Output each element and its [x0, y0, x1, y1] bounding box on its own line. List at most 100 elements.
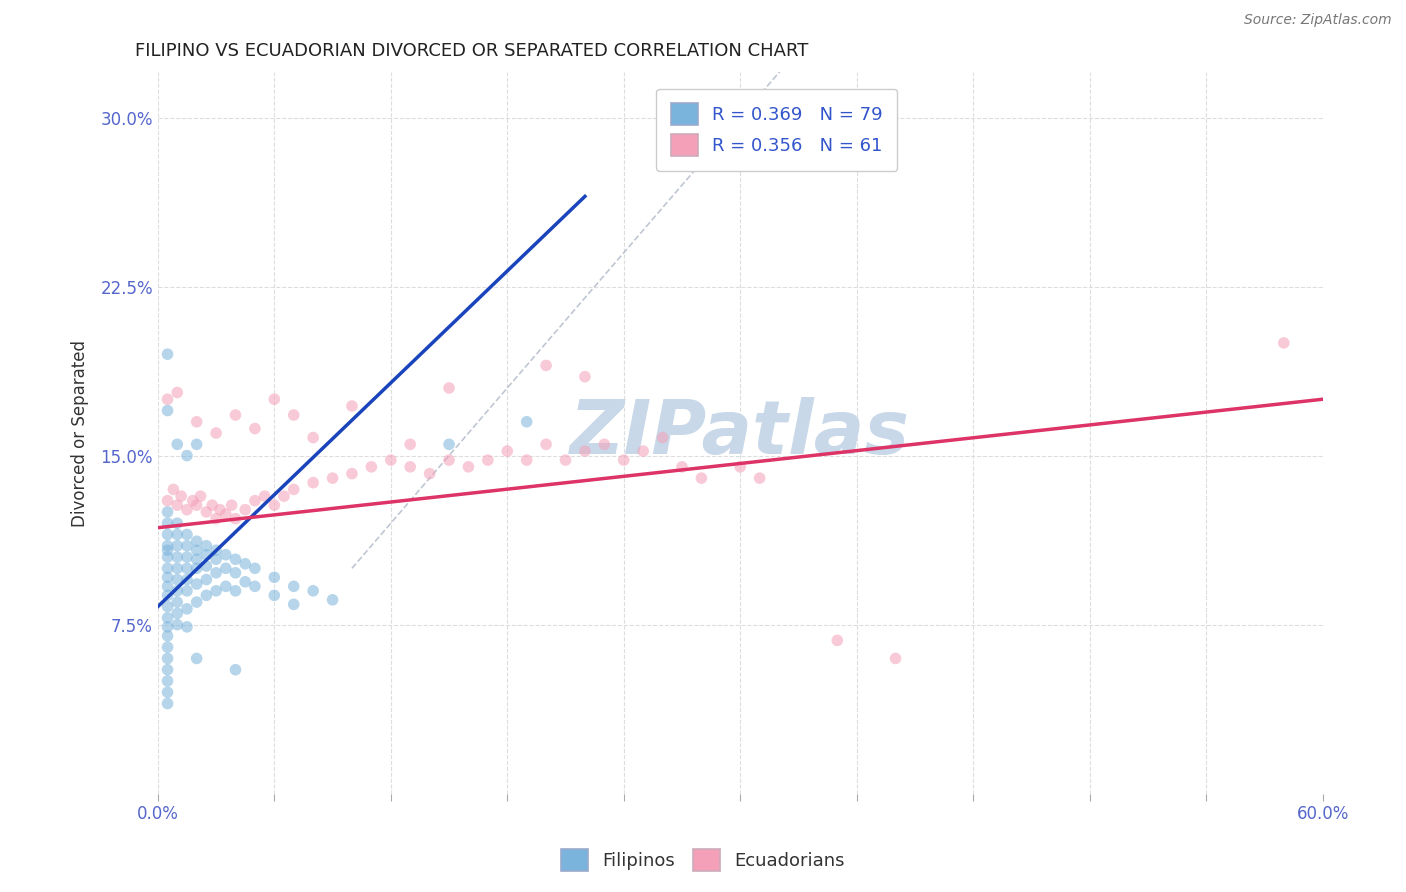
Text: FILIPINO VS ECUADORIAN DIVORCED OR SEPARATED CORRELATION CHART: FILIPINO VS ECUADORIAN DIVORCED OR SEPAR… — [135, 42, 808, 60]
Point — [176, 620, 198, 634]
Point — [496, 444, 519, 458]
Point — [156, 392, 179, 407]
Point — [253, 489, 276, 503]
Point — [156, 539, 179, 553]
Point — [208, 502, 231, 516]
Point — [156, 685, 179, 699]
Point — [176, 449, 198, 463]
Point — [437, 453, 460, 467]
Point — [176, 602, 198, 616]
Point — [477, 453, 499, 467]
Point — [302, 583, 325, 598]
Point — [437, 437, 460, 451]
Point — [186, 534, 208, 549]
Point — [156, 493, 179, 508]
Point — [215, 548, 238, 562]
Point — [176, 539, 198, 553]
Point — [224, 663, 246, 677]
Point — [166, 583, 188, 598]
Point — [166, 539, 188, 553]
Point — [224, 566, 246, 580]
Point — [156, 620, 179, 634]
Point — [195, 505, 218, 519]
Point — [827, 633, 849, 648]
Point — [186, 415, 208, 429]
Point — [215, 579, 238, 593]
Point — [195, 539, 218, 553]
Point — [156, 403, 179, 417]
Point — [205, 583, 228, 598]
Y-axis label: Divorced or Separated: Divorced or Separated — [72, 340, 89, 526]
Point — [156, 599, 179, 614]
Point — [195, 548, 218, 562]
Point — [1272, 335, 1295, 350]
Point — [166, 595, 188, 609]
Point — [186, 561, 208, 575]
Point — [156, 527, 179, 541]
Point — [243, 421, 266, 435]
Point — [186, 498, 208, 512]
Point — [273, 489, 295, 503]
Point — [201, 498, 224, 512]
Point — [190, 489, 212, 503]
Legend: R = 0.369   N = 79, R = 0.356   N = 61: R = 0.369 N = 79, R = 0.356 N = 61 — [657, 88, 897, 170]
Point — [215, 507, 238, 521]
Point — [176, 527, 198, 541]
Point — [205, 543, 228, 558]
Point — [554, 453, 576, 467]
Point — [156, 611, 179, 625]
Point — [224, 512, 246, 526]
Point — [574, 369, 596, 384]
Point — [380, 453, 402, 467]
Point — [302, 431, 325, 445]
Point — [243, 493, 266, 508]
Point — [283, 408, 305, 422]
Point — [243, 579, 266, 593]
Point — [221, 498, 243, 512]
Point — [360, 459, 382, 474]
Point — [181, 493, 204, 508]
Point — [156, 697, 179, 711]
Point — [233, 574, 256, 589]
Point — [224, 583, 246, 598]
Legend: Filipinos, Ecuadorians: Filipinos, Ecuadorians — [554, 842, 852, 879]
Point — [156, 588, 179, 602]
Point — [283, 598, 305, 612]
Point — [690, 471, 713, 485]
Point — [186, 651, 208, 665]
Point — [748, 471, 770, 485]
Point — [534, 437, 557, 451]
Point — [156, 549, 179, 564]
Point — [195, 588, 218, 602]
Point — [613, 453, 636, 467]
Point — [156, 570, 179, 584]
Point — [166, 573, 188, 587]
Point — [263, 498, 285, 512]
Point — [156, 673, 179, 688]
Point — [170, 489, 193, 503]
Point — [166, 516, 188, 531]
Point — [671, 459, 693, 474]
Point — [166, 549, 188, 564]
Point — [263, 588, 285, 602]
Point — [243, 561, 266, 575]
Point — [205, 425, 228, 440]
Point — [166, 385, 188, 400]
Point — [156, 543, 179, 558]
Point — [176, 583, 198, 598]
Point — [176, 573, 198, 587]
Point — [162, 483, 184, 497]
Point — [186, 552, 208, 566]
Point — [224, 552, 246, 566]
Point — [166, 617, 188, 632]
Point — [195, 559, 218, 574]
Point — [728, 459, 751, 474]
Point — [340, 399, 363, 413]
Point — [156, 629, 179, 643]
Point — [156, 579, 179, 593]
Point — [233, 557, 256, 571]
Point — [340, 467, 363, 481]
Point — [156, 516, 179, 531]
Point — [283, 483, 305, 497]
Point — [205, 566, 228, 580]
